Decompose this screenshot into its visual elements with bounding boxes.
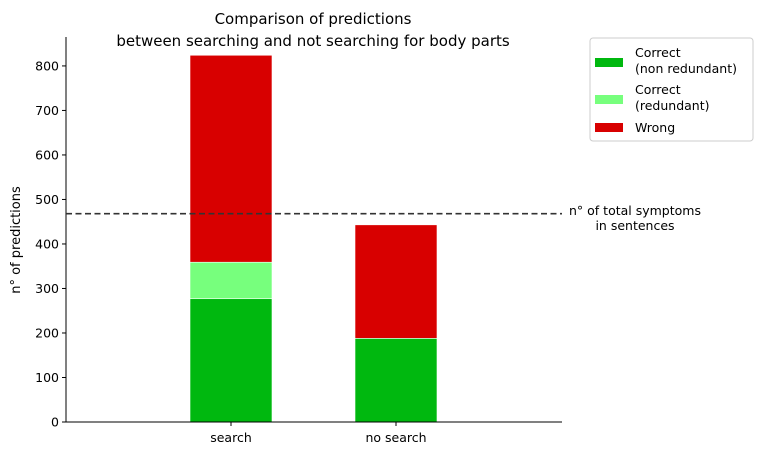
legend-swatch (595, 95, 623, 104)
legend-swatch (595, 58, 623, 67)
reference-line-label: in sentences (595, 218, 674, 233)
legend: Correct(non redundant)Correct(redundant)… (589, 37, 754, 142)
legend-label: Correct (635, 45, 681, 60)
axes-layer: 0 100 200 300 400 500 600 700 800 search no search (35, 37, 562, 445)
legend-swatch (595, 123, 623, 132)
legend-frame (589, 37, 754, 142)
chart-title: Comparison of predictions between search… (116, 10, 510, 50)
legend-label: Wrong (635, 120, 675, 135)
y-axis-label: n° of predictions (9, 186, 24, 294)
y-tick-label: 500 (35, 192, 59, 207)
legend-label: Correct (635, 82, 681, 97)
legend-label: (non redundant) (635, 61, 737, 76)
y-tick-label: 700 (35, 103, 59, 118)
bars-layer (189, 54, 438, 423)
y-tick-label: 400 (35, 236, 59, 251)
x-tick-label: no search (365, 430, 426, 445)
y-tick-label: 200 (35, 325, 59, 340)
legend-label: (redundant) (635, 98, 710, 113)
y-tick-label: 600 (35, 147, 59, 162)
y-tick-label: 0 (51, 415, 59, 430)
chart-title-line-2: between searching and not searching for … (116, 32, 510, 50)
bar-segment-search-series-2 (189, 54, 273, 263)
chart-title-line-1: Comparison of predictions (215, 10, 412, 28)
bar-segment-no-search-series-0 (354, 338, 438, 423)
bar-segment-search-series-0 (189, 298, 273, 423)
y-tick-label: 800 (35, 58, 59, 73)
bar-segment-no-search-series-2 (354, 224, 438, 339)
y-tick-label: 300 (35, 281, 59, 296)
x-tick-label: search (210, 430, 252, 445)
bar-segment-search-series-1 (189, 261, 273, 300)
y-tick-label: 100 (35, 370, 59, 385)
reference-line-label: n° of total symptoms (569, 203, 701, 218)
